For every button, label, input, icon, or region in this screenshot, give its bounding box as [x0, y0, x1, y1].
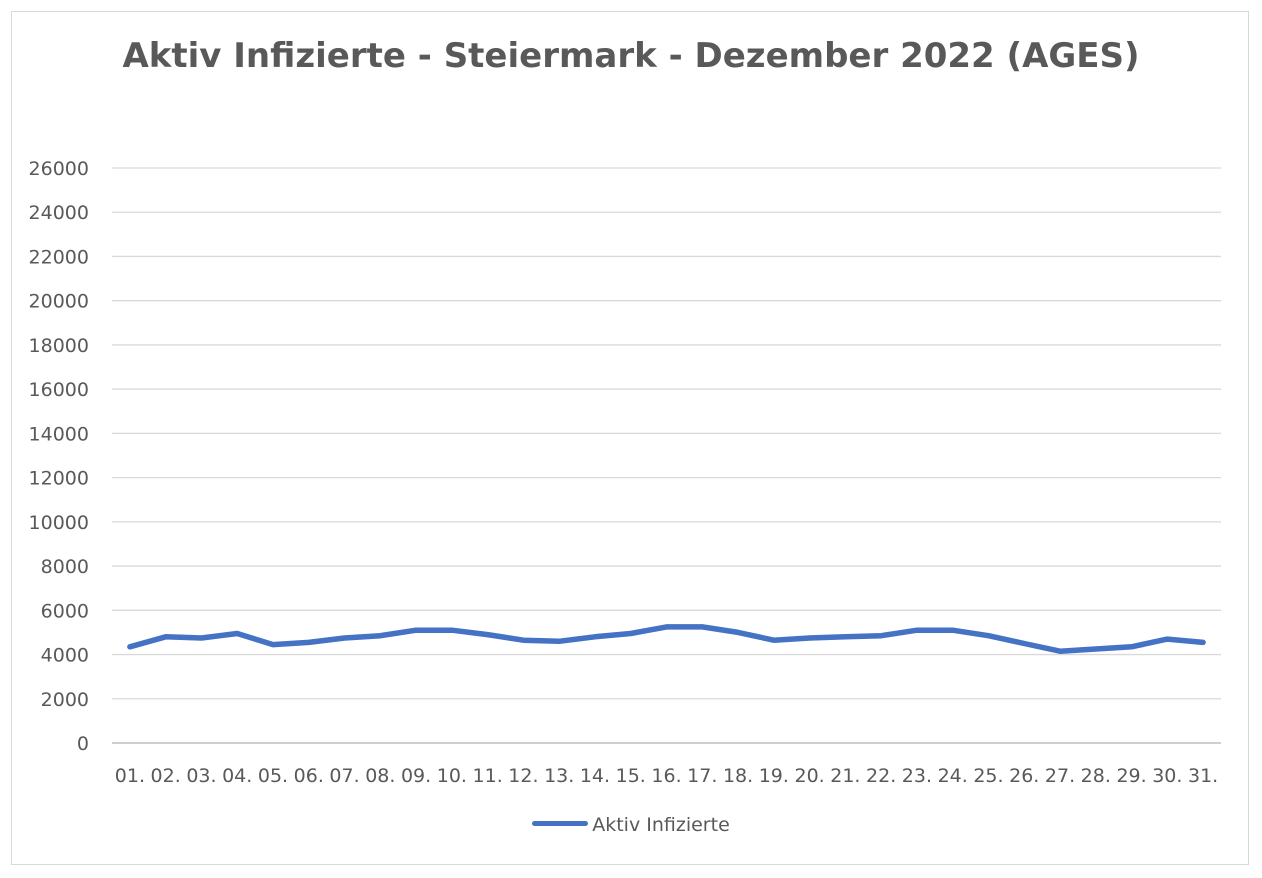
x-tick-label: 25.: [973, 765, 1003, 787]
gridlines: [112, 167, 1221, 744]
x-tick-label: 24.: [938, 765, 968, 787]
x-tick-label: 22.: [866, 765, 896, 787]
x-tick-label: 08.: [365, 765, 395, 787]
x-tick-label: 10.: [437, 765, 467, 787]
y-tick-label: 20000: [29, 291, 89, 313]
legend: Aktiv Infizierte: [0, 814, 1262, 836]
x-tick-label: 03.: [186, 765, 216, 787]
x-tick-label: 18.: [723, 765, 753, 787]
x-tick-label: 26.: [1009, 765, 1039, 787]
y-tick-label: 8000: [41, 556, 89, 578]
x-tick-label: 06.: [294, 765, 324, 787]
y-axis-ticks: 0 2000 4000 6000 8000 10000 12000 14000 16000 180…: [29, 158, 89, 755]
x-tick-label: 09.: [401, 765, 431, 787]
x-tick-label: 11.: [473, 765, 503, 787]
x-tick-label: 19.: [759, 765, 789, 787]
x-tick-label: 28.: [1081, 765, 1111, 787]
chart-area: [11, 11, 1249, 865]
series-layer: [127, 624, 1206, 654]
x-tick-label: 16.: [651, 765, 681, 787]
y-tick-label: 12000: [29, 468, 89, 490]
series-line: [127, 624, 1206, 654]
legend-label: Aktiv Infizierte: [592, 814, 730, 836]
x-tick-label: 20.: [794, 765, 824, 787]
x-tick-label: 31.: [1188, 765, 1218, 787]
y-tick-label: 24000: [29, 202, 89, 224]
x-tick-label: 27.: [1045, 765, 1075, 787]
y-tick-label: 18000: [29, 335, 89, 357]
y-tick-label: 0: [77, 733, 89, 755]
x-tick-label: 04.: [222, 765, 252, 787]
x-tick-label: 02.: [151, 765, 181, 787]
x-tick-label: 30.: [1152, 765, 1182, 787]
y-tick-label: 2000: [41, 689, 89, 711]
y-tick-label: 26000: [29, 158, 89, 180]
x-tick-label: 05.: [258, 765, 288, 787]
chart-title: Aktiv Infizierte - Steiermark - Dezember…: [122, 36, 1140, 76]
x-axis-ticks: 01. 02. 03. 04. 05. 06. 07. 08. 09. 10. 11. 12. 13. 1…: [115, 765, 1218, 787]
x-tick-label: 15.: [616, 765, 646, 787]
x-tick-label: 13.: [544, 765, 574, 787]
x-tick-label: 17.: [687, 765, 717, 787]
x-tick-label: 12.: [508, 765, 538, 787]
y-tick-label: 16000: [29, 379, 89, 401]
x-tick-label: 07.: [329, 765, 359, 787]
x-tick-label: 23.: [902, 765, 932, 787]
x-tick-label: 01.: [115, 765, 145, 787]
y-tick-label: 10000: [29, 512, 89, 534]
x-tick-label: 21.: [830, 765, 860, 787]
y-tick-label: 14000: [29, 423, 89, 445]
legend-swatch: [532, 821, 589, 826]
x-tick-label: 29.: [1116, 765, 1146, 787]
x-tick-label: 14.: [580, 765, 610, 787]
y-tick-label: 22000: [29, 246, 89, 268]
y-tick-label: 6000: [41, 600, 89, 622]
y-tick-label: 4000: [41, 645, 89, 667]
